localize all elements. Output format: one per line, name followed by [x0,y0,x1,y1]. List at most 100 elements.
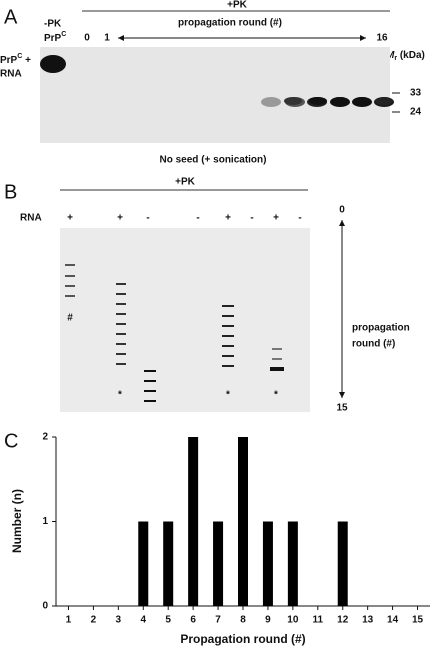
y-tick-label: 0 [42,601,48,612]
x-tick-label: 9 [265,615,271,626]
axis-label: propagation [352,323,410,334]
kda: (kDa) [397,50,425,61]
star: * [226,390,230,401]
band [375,97,393,105]
x-tick-label: 6 [190,615,196,626]
hash: # [67,313,73,324]
band [40,55,66,73]
bar [163,521,174,606]
x-tick-label: 3 [116,615,122,626]
pk-label: +PK [227,0,248,11]
gel-band [222,325,234,327]
gel-band [116,293,126,295]
prp: PrP [44,33,62,44]
marker: 24 [410,107,422,118]
bar [287,521,298,606]
gel [60,228,310,412]
prp: PrP [0,55,18,66]
gel-band [65,264,75,266]
sup: C [61,31,66,38]
gel-band [222,335,234,337]
star: * [118,390,122,401]
gel-band [222,315,234,317]
gel-band [116,313,126,315]
marker: 33 [410,88,422,99]
side-label: PrPC + [0,53,31,66]
x-tick-label: 10 [287,615,299,626]
blot [40,47,390,143]
mr-label: Mr (kDa) [386,50,425,62]
lane-label: 0 [84,33,90,44]
y-tick-label: 2 [42,432,48,443]
propagation-label: propagation round (#) [178,18,282,29]
x-tick-label: 12 [337,615,349,626]
rna-sign: - [146,213,149,224]
gel-band [116,333,126,335]
band [309,97,327,105]
x-tick-label: 5 [165,615,171,626]
bar [213,521,224,606]
gel-bands [65,264,284,402]
band [284,97,302,105]
band [331,97,349,105]
gel-band [144,390,156,392]
caption: No seed (+ sonication) [160,155,267,166]
rna-sign: + [225,213,231,224]
y-axis-label: Number (n) [10,489,24,553]
rna-sign: + [273,213,279,224]
minus-pk: -PK [44,19,62,30]
lane-label: 16 [376,33,388,44]
gel-band [272,348,282,350]
bar [138,521,149,606]
rna-sign: - [196,213,199,224]
sub: r [394,55,397,62]
gel-band [222,345,234,347]
gel-band [65,285,75,287]
rna-label: RNA [20,213,42,224]
x-tick-label: 11 [313,615,324,626]
bar [337,521,348,606]
axis-top: 0 [339,205,345,216]
bar [238,437,248,606]
bar [262,521,273,606]
gel-band [222,355,234,357]
prpc-label: PrPC [44,31,66,44]
axis-bottom: 15 [336,403,348,414]
x-tick-label: 1 [66,615,72,626]
sup: C [17,53,22,60]
pk-label: +PK [175,177,196,188]
plus: + [22,55,31,66]
gel-band [144,400,156,402]
band [261,97,281,107]
gel-band [65,275,75,277]
x-tick-label: 2 [91,615,97,626]
gel-band [65,295,75,297]
star: * [274,390,278,401]
mr: M [386,50,395,61]
rna-sign: + [117,213,123,224]
panel-letter: C [4,430,18,452]
rna-sign: - [250,213,253,224]
side-label: RNA [0,69,22,80]
gel-band [144,380,156,382]
y-tick-label: 1 [42,516,48,527]
gel-band [222,305,234,307]
gel-band [222,365,234,367]
x-axis-label: Propagation round (#) [180,632,305,646]
panel-letter: A [4,6,18,28]
gel-band [116,303,126,305]
gel-band [116,343,126,345]
gel-band [116,353,126,355]
x-tick-label: 14 [387,615,399,626]
rna-sign: - [298,213,301,224]
x-tick-label: 8 [240,615,246,626]
lane-label: 1 [104,33,110,44]
x-tick-label: 15 [412,615,424,626]
band [353,97,371,105]
x-tick-label: 7 [215,615,221,626]
gel-band [144,370,156,372]
x-tick-label: 4 [140,615,146,626]
gel-band [116,283,126,285]
blot-bands [40,55,394,107]
